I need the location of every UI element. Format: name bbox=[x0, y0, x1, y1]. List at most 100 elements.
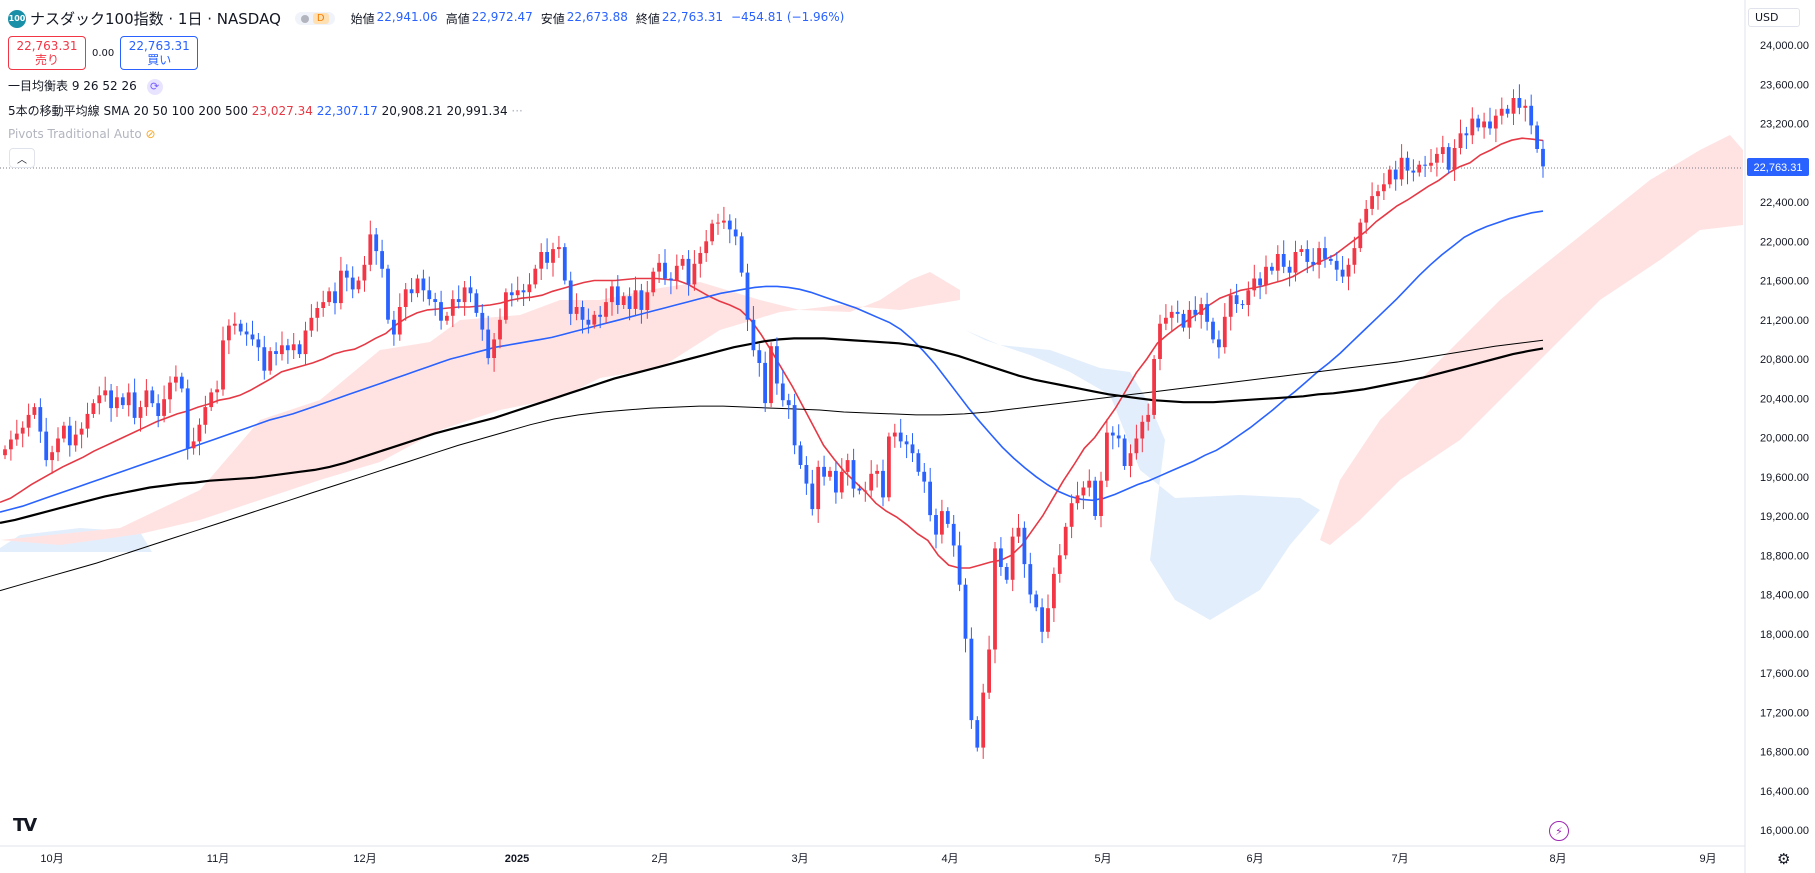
candle-body[interactable] bbox=[1087, 480, 1092, 488]
candle-body[interactable] bbox=[1334, 260, 1339, 270]
candle-body[interactable] bbox=[1328, 258, 1333, 261]
candle-body[interactable] bbox=[945, 511, 950, 524]
candle-body[interactable] bbox=[1016, 527, 1021, 537]
candle-body[interactable] bbox=[551, 249, 555, 263]
candle-body[interactable] bbox=[1158, 323, 1162, 359]
candle-body[interactable] bbox=[1228, 295, 1233, 317]
candle-body[interactable] bbox=[62, 425, 66, 439]
candle-body[interactable] bbox=[1022, 527, 1027, 565]
candle-body[interactable] bbox=[780, 383, 785, 401]
sell-button[interactable]: 22,763.31 売り bbox=[8, 36, 86, 70]
candle-body[interactable] bbox=[981, 692, 986, 748]
candle-body[interactable] bbox=[586, 319, 591, 325]
candle-body[interactable] bbox=[138, 407, 143, 418]
candle-body[interactable] bbox=[533, 268, 538, 285]
candle-body[interactable] bbox=[745, 272, 750, 320]
candle-body[interactable] bbox=[73, 434, 78, 446]
candle-body[interactable] bbox=[769, 346, 773, 404]
candle-body[interactable] bbox=[1105, 432, 1109, 481]
candle-body[interactable] bbox=[828, 470, 832, 477]
candle-body[interactable] bbox=[38, 407, 43, 432]
candle-body[interactable] bbox=[362, 264, 367, 281]
candle-body[interactable] bbox=[934, 515, 938, 535]
candle-body[interactable] bbox=[1287, 266, 1292, 273]
candle-body[interactable] bbox=[610, 286, 614, 303]
candle-body[interactable] bbox=[568, 280, 573, 314]
candle-body[interactable] bbox=[527, 284, 532, 293]
candle-body[interactable] bbox=[1081, 487, 1086, 496]
candle-body[interactable] bbox=[1028, 564, 1033, 595]
candle-body[interactable] bbox=[822, 466, 826, 477]
candle-body[interactable] bbox=[85, 413, 90, 429]
candle-body[interactable] bbox=[881, 470, 885, 498]
candle-body[interactable] bbox=[863, 490, 868, 492]
candle-body[interactable] bbox=[126, 392, 131, 406]
candle-body[interactable] bbox=[1046, 608, 1050, 632]
candle-body[interactable] bbox=[969, 638, 974, 721]
candle-body[interactable] bbox=[26, 414, 31, 428]
candle-body[interactable] bbox=[1482, 121, 1486, 128]
candle-body[interactable] bbox=[215, 389, 219, 393]
candle-body[interactable] bbox=[604, 302, 608, 317]
candle-body[interactable] bbox=[1099, 480, 1103, 516]
candle-body[interactable] bbox=[515, 290, 520, 296]
candle-body[interactable] bbox=[698, 253, 703, 264]
candle-body[interactable] bbox=[1440, 147, 1445, 154]
candle-body[interactable] bbox=[1458, 133, 1463, 148]
candle-body[interactable] bbox=[621, 296, 626, 305]
candle-body[interactable] bbox=[321, 302, 326, 308]
candle-body[interactable] bbox=[162, 399, 166, 416]
candle-body[interactable] bbox=[1340, 269, 1345, 277]
candle-body[interactable] bbox=[1240, 304, 1245, 306]
candle-body[interactable] bbox=[197, 424, 202, 442]
candle-body[interactable] bbox=[356, 280, 361, 290]
candle-body[interactable] bbox=[1246, 290, 1251, 305]
candle-body[interactable] bbox=[1193, 309, 1198, 315]
candle-body[interactable] bbox=[427, 290, 432, 300]
candle-body[interactable] bbox=[1169, 311, 1174, 318]
candle-body[interactable] bbox=[456, 299, 461, 302]
candle-body[interactable] bbox=[1122, 438, 1127, 467]
currency-select[interactable]: USD bbox=[1748, 8, 1800, 27]
collapse-legend-button[interactable]: ︿ bbox=[9, 148, 35, 168]
candle-body[interactable] bbox=[627, 296, 632, 309]
candle-body[interactable] bbox=[79, 428, 84, 435]
candle-body[interactable] bbox=[1063, 526, 1068, 556]
candle-body[interactable] bbox=[1311, 261, 1316, 265]
candle-body[interactable] bbox=[722, 220, 726, 223]
candle-body[interactable] bbox=[1010, 536, 1015, 580]
candle-body[interactable] bbox=[115, 397, 119, 409]
candle-body[interactable] bbox=[409, 289, 414, 294]
candle-body[interactable] bbox=[380, 251, 384, 269]
candle-body[interactable] bbox=[1499, 108, 1504, 116]
candle-body[interactable] bbox=[639, 290, 644, 310]
candle-body[interactable] bbox=[557, 247, 561, 250]
candle-body[interactable] bbox=[1464, 133, 1469, 136]
candle-body[interactable] bbox=[1146, 414, 1151, 422]
candle-body[interactable] bbox=[710, 223, 714, 242]
candle-body[interactable] bbox=[1535, 125, 1539, 150]
candle-body[interactable] bbox=[1258, 278, 1262, 286]
candle-body[interactable] bbox=[1476, 118, 1481, 128]
candle-body[interactable] bbox=[303, 330, 308, 355]
candle-body[interactable] bbox=[1470, 118, 1475, 136]
tradingview-logo[interactable]: TV bbox=[13, 815, 37, 836]
candle-body[interactable] bbox=[1093, 480, 1097, 516]
candles[interactable] bbox=[3, 84, 1545, 759]
candle-body[interactable] bbox=[32, 407, 37, 415]
candle-body[interactable] bbox=[433, 299, 438, 302]
candle-body[interactable] bbox=[1382, 184, 1386, 192]
candle-body[interactable] bbox=[1293, 252, 1298, 273]
candle-body[interactable] bbox=[1270, 266, 1274, 271]
candle-body[interactable] bbox=[3, 449, 7, 456]
status-badge[interactable]: D bbox=[294, 12, 335, 25]
candle-body[interactable] bbox=[339, 270, 343, 304]
candle-body[interactable] bbox=[1517, 98, 1522, 108]
candle-body[interactable] bbox=[344, 270, 349, 278]
candle-body[interactable] bbox=[439, 302, 443, 321]
candle-body[interactable] bbox=[315, 308, 320, 318]
candle-body[interactable] bbox=[1352, 248, 1357, 265]
candle-body[interactable] bbox=[663, 262, 667, 279]
candle-body[interactable] bbox=[963, 584, 968, 639]
